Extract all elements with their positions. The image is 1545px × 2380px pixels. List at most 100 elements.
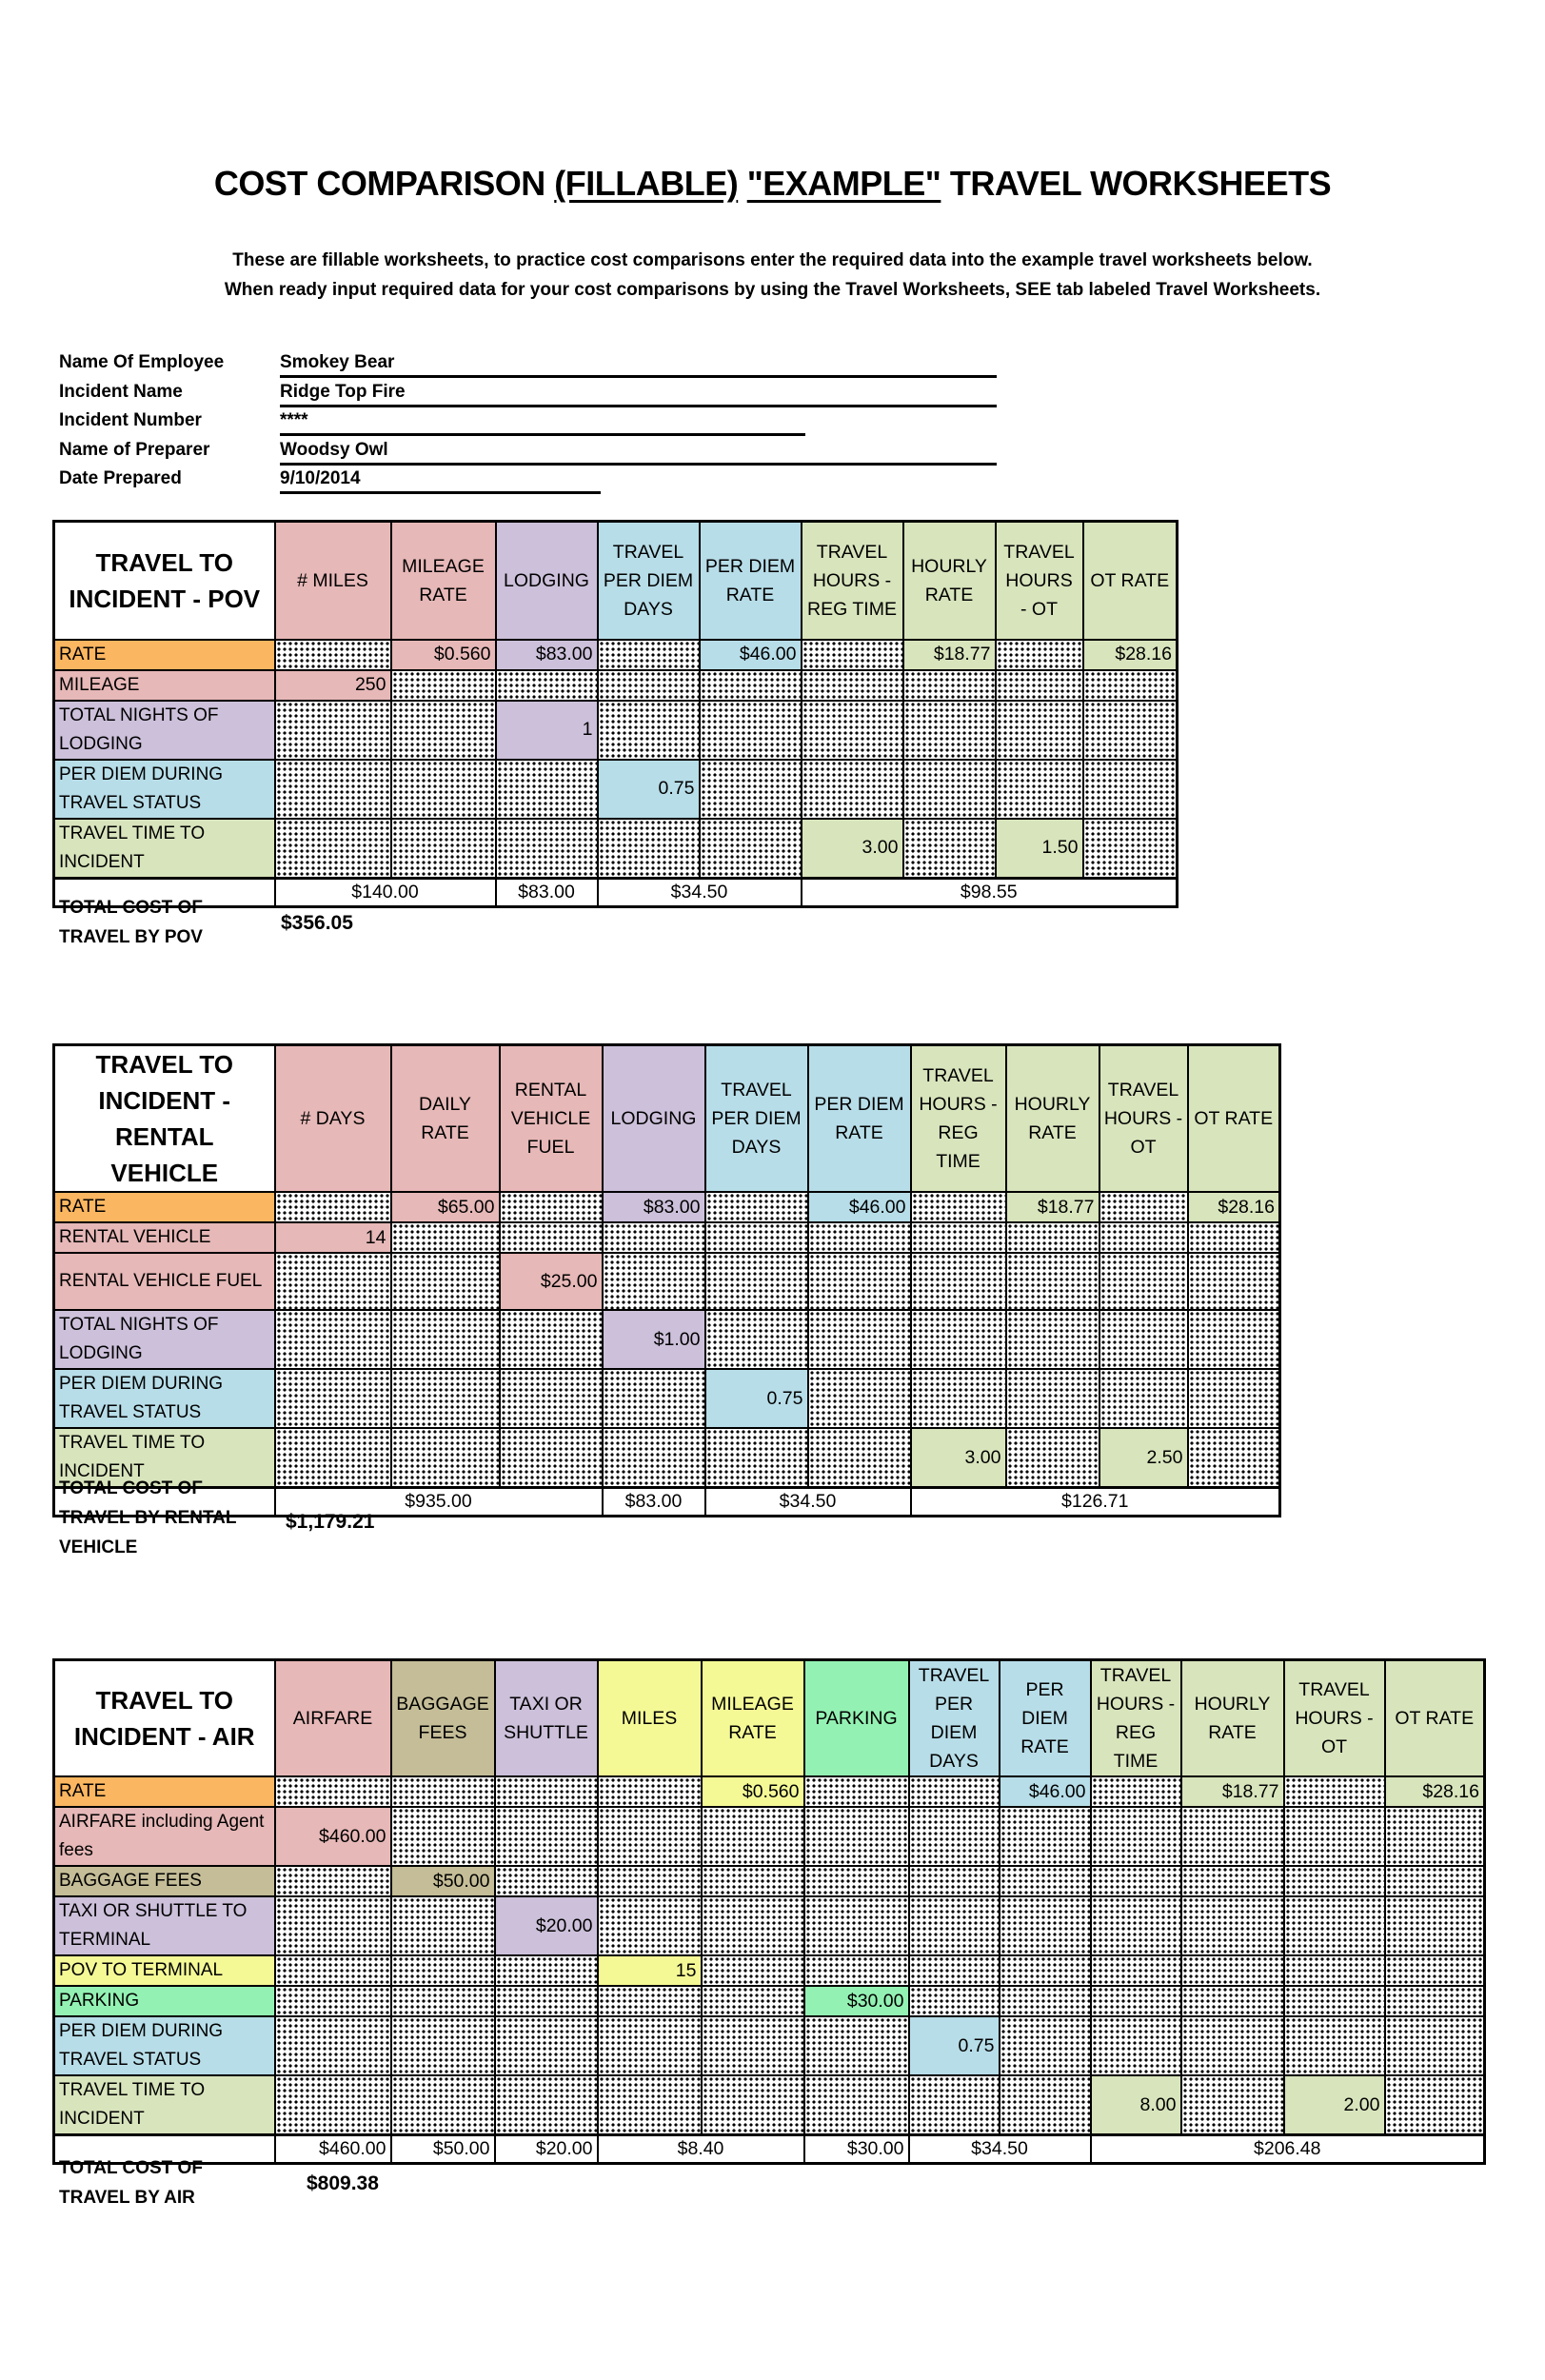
shaded-cell [1098,1191,1189,1223]
header-miles: MILES [596,1658,703,1777]
shaded-cell [1383,2074,1486,2136]
shaded-cell [273,1252,392,1311]
daily-rate-input[interactable]: $65.00 [389,1191,501,1223]
shaded-cell [802,1806,910,1867]
rental-days-input[interactable]: 14 [273,1221,392,1254]
page-title: COST COMPARISON (FILLABLE) "EXAMPLE" TRA… [0,164,1545,204]
header-taxi-shuttle: TAXI OR SHUTTLE [493,1658,599,1777]
date-field[interactable]: 9/10/2014 [280,468,601,494]
lodging-nights-input[interactable]: $1.00 [601,1309,706,1370]
shaded-cell [1098,1221,1189,1254]
header-airfare: AIRFARE [273,1658,392,1777]
air-pov-row: POV TO TERMINAL 15 [52,1954,1486,1987]
per-diem-days-input[interactable]: 0.75 [596,758,701,820]
header-per-diem-days: TRAVEL PER DIEM DAYS [596,520,701,641]
shaded-cell [802,2015,910,2076]
preparer-field[interactable]: Woodsy Owl [280,440,997,466]
lodging-rate-input[interactable]: $83.00 [494,638,599,671]
ot-rate-input[interactable]: $28.16 [1186,1191,1281,1223]
per-diem-days-input[interactable]: 0.75 [703,1368,809,1429]
hourly-rate-input[interactable]: $18.77 [1004,1191,1100,1223]
ot-rate-input[interactable]: $28.16 [1383,1775,1486,1808]
reg-hours-input[interactable]: 3.00 [909,1427,1007,1489]
air-taxi-row: TAXI OR SHUTTLE TO TERMINAL $20.00 [52,1895,1486,1956]
reg-hours-input[interactable]: 3.00 [800,817,904,879]
mileage-rate-input[interactable]: $0.560 [700,1775,805,1808]
ot-hours-input[interactable]: 1.50 [994,817,1084,879]
hourly-rate-input[interactable]: $18.77 [1179,1775,1285,1808]
shaded-cell [909,1309,1007,1370]
baggage-input[interactable]: $50.00 [389,1865,496,1897]
shaded-cell [273,817,392,879]
total-per-diem: $34.50 [907,2133,1092,2165]
shaded-cell [389,1985,496,2017]
header-per-diem-rate: PER DIEM RATE [698,520,802,641]
ot-hours-input[interactable]: 2.50 [1098,1427,1189,1489]
shaded-cell [907,1895,1000,1956]
row-label-airfare: AIRFARE including Agent fees [52,1806,276,1867]
per-diem-rate-input[interactable]: $46.00 [806,1191,912,1223]
rental-rate-row: RATE $65.00 $83.00 $46.00 $18.77 $28.16 [52,1191,1281,1223]
mileage-rate-input[interactable]: $0.560 [389,638,497,671]
rental-fuel-input[interactable]: $25.00 [498,1252,604,1311]
shaded-cell [596,2074,703,2136]
shaded-cell [907,1806,1000,1867]
employee-field[interactable]: Smokey Bear [280,352,997,378]
shaded-cell [498,1309,604,1370]
lodging-rate-input[interactable]: $83.00 [601,1191,706,1223]
shaded-cell [1179,1954,1285,1987]
incident-name-label: Incident Name [59,381,183,402]
row-label-mileage: MILEAGE [52,668,276,702]
shaded-cell [596,638,701,671]
shaded-cell [806,1427,912,1489]
shaded-cell [498,1191,604,1223]
shaded-cell [273,2015,392,2076]
rental-fuel-row: RENTAL VEHICLE FUEL $25.00 [52,1252,1281,1311]
header-ot-hours: TRAVEL HOURS - OT [994,520,1084,641]
incident-name-field[interactable]: Ridge Top Fire [280,382,997,407]
incident-number-field[interactable]: **** [280,410,805,436]
shaded-cell [273,1865,392,1897]
shaded-cell [493,2074,599,2136]
taxi-input[interactable]: $20.00 [493,1895,599,1956]
row-label-lodging: TOTAL NIGHTS OF LODGING [52,1309,276,1370]
total-mileage: $8.40 [596,2133,805,2165]
shaded-cell [1186,1309,1281,1370]
per-diem-rate-input[interactable]: $46.00 [998,1775,1092,1808]
ot-hours-input[interactable]: 2.00 [1282,2074,1386,2136]
per-diem-days-input[interactable]: 0.75 [907,2015,1000,2076]
parking-input[interactable]: $30.00 [802,1985,910,2017]
row-label-rental-vehicle: RENTAL VEHICLE [52,1221,276,1254]
row-label-per-diem: PER DIEM DURING TRAVEL STATUS [52,1368,276,1429]
shaded-cell [1098,1252,1189,1311]
airfare-input[interactable]: $460.00 [273,1806,392,1867]
shaded-cell [389,699,497,761]
rental-grand-total-value: $1,179.21 [286,1511,375,1533]
row-label-parking: PARKING [52,1985,276,2017]
rental-worksheet: TRAVEL TO INCIDENT - RENTAL VEHICLE # DA… [52,1043,1281,1517]
row-label-baggage: BAGGAGE FEES [52,1865,276,1897]
shaded-cell [601,1252,706,1311]
rental-per-diem-row: PER DIEM DURING TRAVEL STATUS 0.75 [52,1368,1281,1429]
header-hourly-rate: HOURLY RATE [1179,1658,1285,1777]
miles-input[interactable]: 250 [273,668,392,702]
pov-rate-row: RATE $0.560 $83.00 $46.00 $18.77 $28.16 [52,638,1179,671]
air-grand-total-value: $809.38 [307,2172,379,2194]
shaded-cell [998,1806,1092,1867]
shaded-cell [1089,1865,1182,1897]
shaded-cell [596,817,701,879]
hourly-rate-input[interactable]: $18.77 [901,638,997,671]
reg-hours-input[interactable]: 8.00 [1089,2074,1182,2136]
shaded-cell [1004,1221,1100,1254]
pov-worksheet: TRAVEL TO INCIDENT - POV # MILES MILEAGE… [52,520,1179,908]
pov-miles-input[interactable]: 15 [596,1954,703,1987]
shaded-cell [1081,668,1179,702]
lodging-nights-input[interactable]: 1 [494,699,599,761]
shaded-cell [273,1895,392,1956]
shaded-cell [998,2074,1092,2136]
shaded-cell [1179,1806,1285,1867]
shaded-cell [596,2015,703,2076]
ot-rate-input[interactable]: $28.16 [1081,638,1179,671]
per-diem-rate-input[interactable]: $46.00 [698,638,802,671]
title-space [738,164,747,203]
